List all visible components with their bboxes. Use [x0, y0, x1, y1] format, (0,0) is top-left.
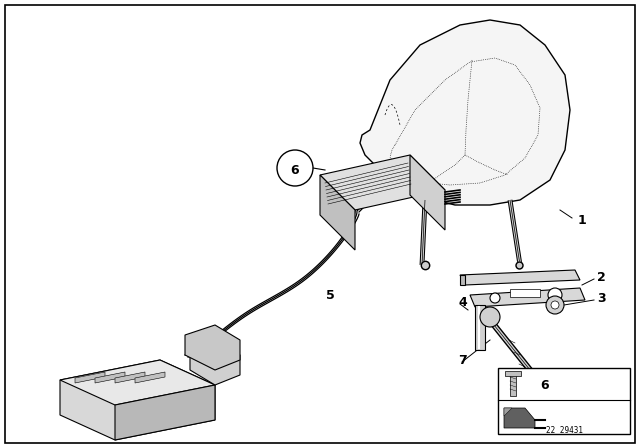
Bar — [498, 368, 630, 434]
Text: 22 29431: 22 29431 — [545, 426, 582, 435]
Circle shape — [548, 288, 562, 302]
Polygon shape — [95, 372, 125, 383]
Polygon shape — [115, 385, 215, 440]
Text: 5: 5 — [326, 289, 334, 302]
Bar — [505, 371, 521, 376]
Polygon shape — [190, 340, 240, 385]
Polygon shape — [320, 155, 445, 210]
Text: 6: 6 — [540, 379, 548, 392]
Circle shape — [551, 301, 559, 309]
Polygon shape — [75, 372, 105, 383]
Polygon shape — [460, 275, 465, 285]
Polygon shape — [135, 372, 165, 383]
Polygon shape — [115, 372, 145, 383]
Bar — [475, 305, 485, 350]
Text: 6: 6 — [291, 164, 300, 177]
Polygon shape — [410, 155, 445, 230]
Circle shape — [490, 293, 500, 303]
Circle shape — [480, 307, 500, 327]
Polygon shape — [504, 408, 535, 428]
Polygon shape — [320, 175, 355, 250]
Bar — [510, 289, 540, 297]
Text: 7: 7 — [458, 353, 467, 366]
Text: 3: 3 — [597, 292, 605, 305]
Polygon shape — [460, 270, 580, 285]
Polygon shape — [60, 360, 215, 440]
Circle shape — [546, 296, 564, 314]
Polygon shape — [185, 325, 240, 370]
Polygon shape — [360, 20, 570, 205]
Polygon shape — [504, 408, 512, 416]
Text: 1: 1 — [578, 214, 587, 227]
Text: 2: 2 — [597, 271, 605, 284]
Circle shape — [277, 150, 313, 186]
Bar — [510, 374, 516, 396]
Polygon shape — [470, 288, 585, 307]
Text: 4: 4 — [458, 296, 467, 309]
Polygon shape — [60, 360, 215, 405]
